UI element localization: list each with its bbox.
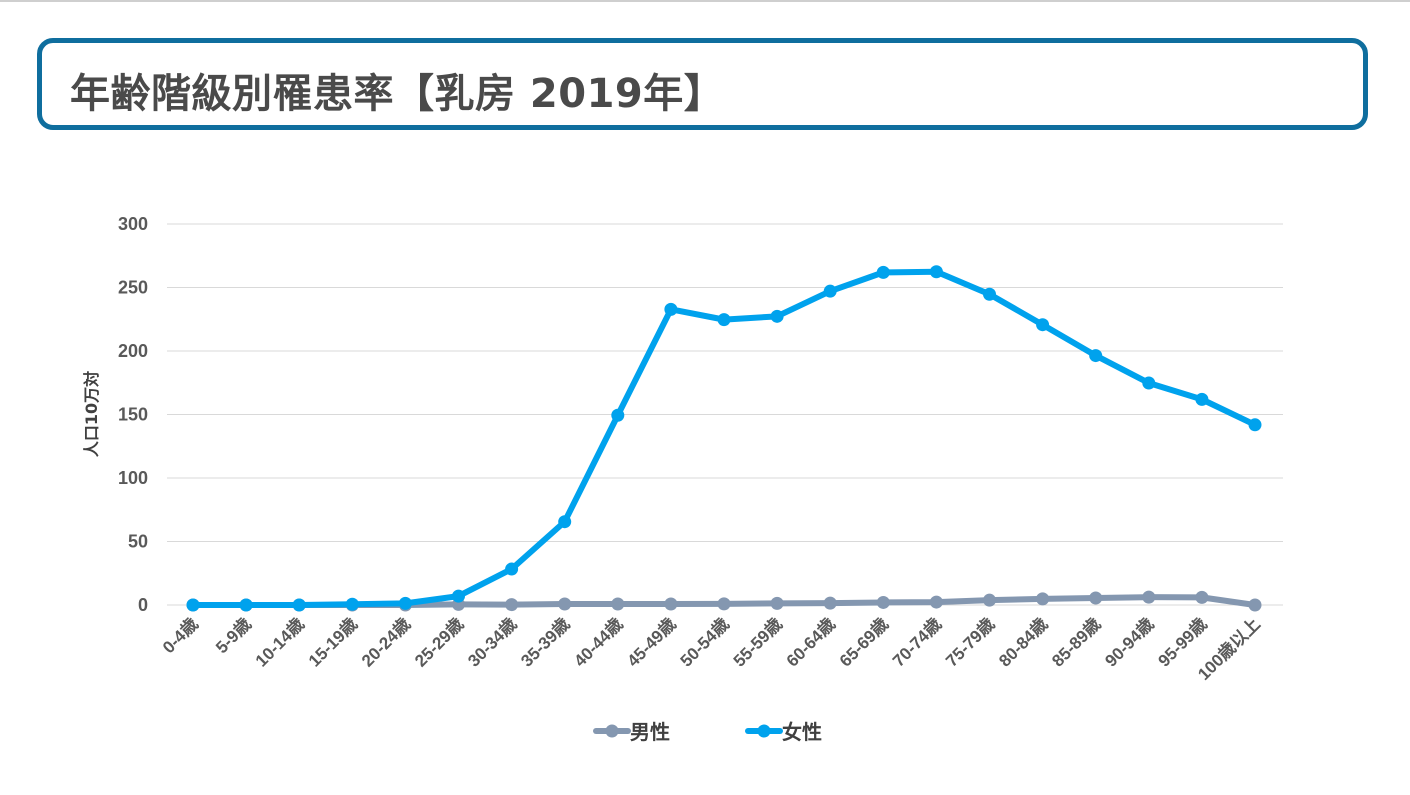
x-tick-label: 90-94歳	[1101, 614, 1158, 671]
data-point	[717, 313, 731, 327]
x-tick-label: 25-29歳	[410, 614, 467, 671]
data-point	[505, 598, 519, 612]
data-point	[505, 562, 519, 576]
data-point	[1036, 318, 1050, 332]
data-point	[452, 589, 465, 603]
x-tick-label: 85-89歳	[1048, 614, 1105, 671]
legend-item: 女性	[745, 720, 822, 744]
y-axis-title: 人口10万対	[82, 371, 101, 457]
data-point	[983, 593, 996, 607]
data-point	[1089, 349, 1103, 363]
title-banner: 年齢階級別罹患率【乳房 2019年】	[37, 38, 1368, 130]
x-tick-label: 35-39歳	[517, 614, 574, 671]
data-point	[398, 596, 412, 610]
x-tick-label: 60-64歳	[782, 614, 839, 671]
data-point	[345, 597, 359, 611]
x-tick-label: 40-44歳	[570, 614, 627, 671]
y-tick-label: 250	[118, 278, 148, 298]
series-female	[186, 265, 1262, 612]
x-tick-label: 45-49歳	[623, 614, 680, 671]
data-point	[664, 302, 678, 316]
data-point	[186, 598, 200, 612]
legend-label: 男性	[630, 720, 670, 744]
x-tick-label: 55-59歳	[729, 614, 786, 671]
data-point	[1036, 592, 1050, 606]
legend-marker	[757, 724, 771, 738]
data-point	[1195, 590, 1209, 604]
x-axis-tick-labels: 0-4歳 5-9歳10-14歳15-19歳20-24歳25-29歳30-34歳35…	[158, 614, 1264, 684]
y-tick-label: 300	[118, 214, 148, 234]
x-tick-label: 15-19歳	[304, 614, 361, 671]
y-tick-label: 100	[118, 468, 148, 488]
data-point	[1089, 591, 1103, 605]
data-point	[1142, 376, 1156, 390]
x-tick-label: 20-24歳	[357, 614, 414, 671]
data-point	[558, 515, 572, 529]
y-tick-label: 150	[118, 405, 148, 425]
grid-lines	[167, 223, 1283, 606]
data-series	[186, 265, 1262, 612]
data-point	[611, 597, 625, 611]
y-tick-label: 0	[138, 595, 148, 615]
data-point	[823, 596, 837, 610]
data-point	[1195, 392, 1209, 406]
data-point	[929, 265, 943, 279]
x-tick-label: 10-14歳	[251, 614, 308, 671]
x-tick-label: 30-34歳	[464, 614, 521, 671]
data-point	[292, 598, 306, 612]
data-point	[823, 284, 837, 298]
data-point	[983, 287, 996, 301]
data-point	[876, 595, 890, 609]
chart-legend: 男性 女性	[593, 720, 822, 744]
data-point	[664, 597, 678, 611]
data-point	[1248, 598, 1262, 612]
x-tick-label: 80-84歳	[995, 614, 1052, 671]
data-point	[770, 596, 784, 610]
data-point	[1248, 418, 1262, 432]
data-point	[770, 309, 784, 323]
data-point	[876, 265, 890, 279]
x-tick-label: 70-74歳	[888, 614, 945, 671]
y-tick-label: 50	[128, 532, 148, 552]
data-point	[929, 595, 943, 609]
legend-marker	[605, 724, 619, 738]
data-point	[239, 598, 253, 612]
x-tick-label: 0-4歳	[158, 614, 202, 658]
data-point	[611, 408, 625, 422]
data-point	[558, 597, 572, 611]
y-axis-tick-labels: 0 50 100 150 200 250 300	[118, 214, 148, 615]
data-point	[717, 597, 731, 611]
x-tick-label: 65-69歳	[835, 614, 892, 671]
x-tick-label: 75-79歳	[941, 614, 998, 671]
legend-label: 女性	[782, 720, 822, 744]
top-border-line	[0, 0, 1410, 2]
data-point	[1142, 590, 1156, 604]
page-title: 年齢階級別罹患率【乳房 2019年】	[70, 71, 725, 117]
y-tick-label: 200	[118, 341, 148, 361]
legend-item: 男性	[593, 720, 670, 744]
x-tick-label: 5-9歳	[211, 614, 255, 658]
x-tick-label: 50-54歳	[676, 614, 733, 671]
